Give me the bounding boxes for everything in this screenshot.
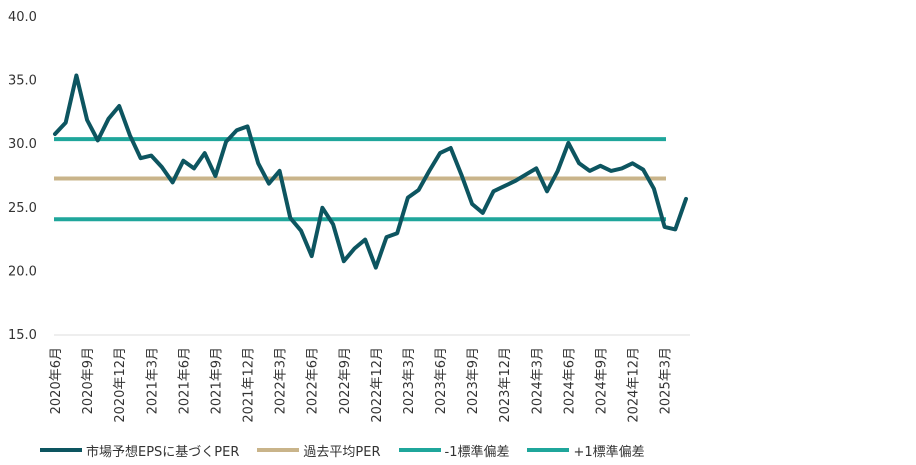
x-tick-label: 2021年6月	[177, 347, 192, 414]
x-tick-label: 2022年3月	[274, 347, 289, 414]
x-tick-label: 2020年9月	[81, 347, 96, 414]
x-tick-label: 2025年3月	[659, 347, 674, 414]
x-tick-label: 2021年3月	[145, 347, 160, 414]
per-line-chart: 40.035.030.025.020.015.0 2020年6月 2020年9月 2…	[8, 10, 690, 423]
x-tick-label: 2022年12月	[370, 347, 385, 423]
legend-label-plus-1sd: +1標準偏差	[573, 444, 645, 460]
reference-lines	[54, 137, 666, 222]
y-tick-label: 15.0	[8, 328, 37, 343]
legend-swatch-average	[257, 448, 300, 452]
legend-item-minus-1sd: -1標準偏差	[398, 441, 510, 460]
legend-item-plus-1sd: +1標準偏差	[527, 441, 645, 460]
y-tick-label: 25.0	[8, 201, 37, 216]
legend-swatch-plus-1sd	[527, 448, 570, 452]
y-tick-label: 20.0	[8, 264, 37, 279]
x-tick-label: 2020年6月	[49, 347, 64, 414]
legend-label-average: 過去平均PER	[303, 444, 381, 460]
x-tick-label: 2024年3月	[530, 347, 545, 414]
x-tick-label: 2023年6月	[434, 347, 449, 414]
legend-swatch-minus-1sd	[398, 448, 441, 452]
legend-item-per: 市場予想EPSに基づくPER	[40, 441, 239, 460]
y-tick-label: 40.0	[8, 10, 37, 25]
x-tick-label: 2024年6月	[562, 347, 577, 414]
x-tick-label: 2024年12月	[627, 347, 642, 423]
series-line-per	[53, 73, 688, 270]
legend-swatch-per	[40, 448, 82, 452]
x-tick-label: 2022年6月	[306, 347, 321, 414]
legend-item-average: 過去平均PER	[257, 441, 381, 460]
legend-label-per: 市場予想EPSに基づくPER	[86, 444, 240, 460]
x-tick-label: 2023年12月	[498, 347, 513, 423]
y-tick-label: 30.0	[8, 137, 37, 152]
y-axis-ticks: 40.0 35.0 30.0 25.0 20.0 15.0	[8, 10, 37, 343]
x-axis-ticks: 2020年6月 2020年9月 2020年12月 2021年3月 2021年6月 2021…	[49, 347, 674, 423]
x-tick-label: 2024年9月	[594, 347, 609, 414]
x-tick-label: 2020年12月	[113, 347, 128, 423]
x-tick-label: 2023年3月	[402, 347, 417, 414]
legend: 市場予想EPSに基づくPER 過去平均PER -1標準偏差 +1標準偏差	[40, 440, 645, 460]
y-tick-label: 35.0	[8, 74, 37, 89]
x-tick-label: 2022年9月	[338, 347, 353, 414]
x-tick-label: 2023年9月	[466, 347, 481, 414]
x-tick-label: 2021年9月	[209, 347, 224, 414]
x-tick-label: 2021年12月	[242, 347, 257, 423]
legend-label-minus-1sd: -1標準偏差	[444, 444, 510, 460]
